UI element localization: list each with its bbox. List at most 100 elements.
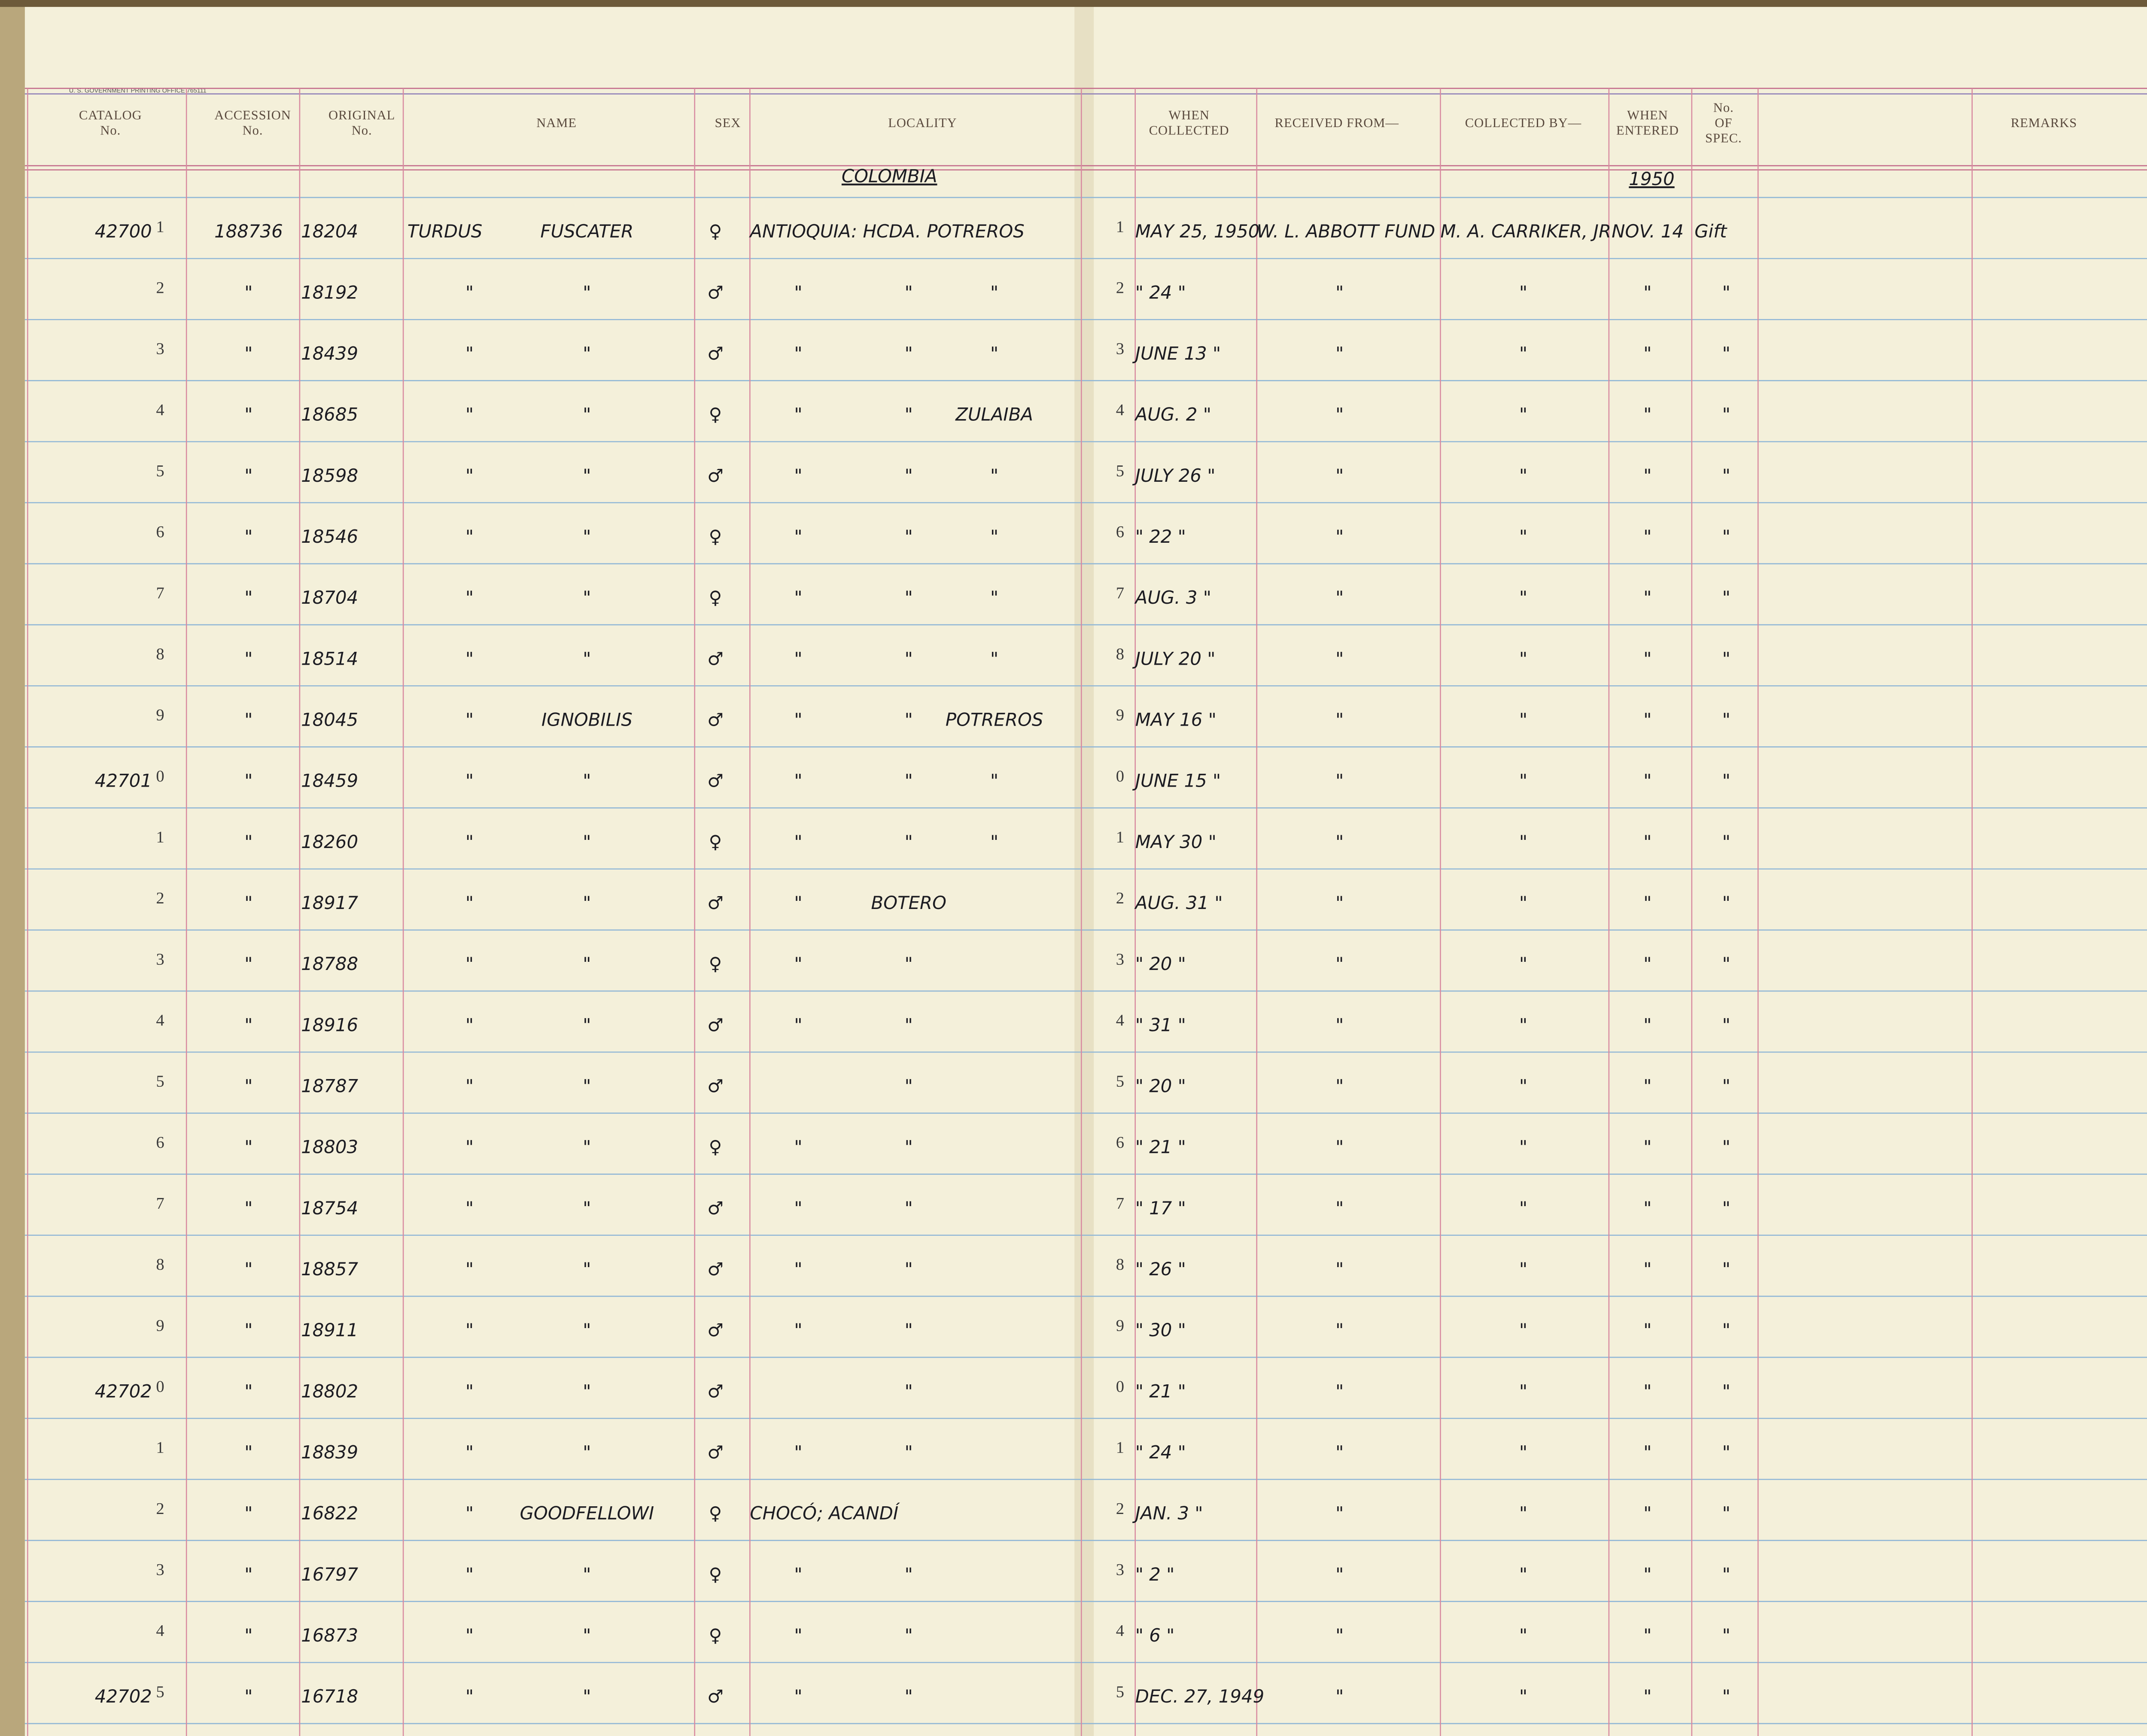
cell: 18754: [301, 1198, 358, 1219]
cell: ": [1643, 1259, 1651, 1280]
cell: ": [244, 770, 252, 791]
cell: 18204: [301, 221, 358, 242]
cell: ": [794, 953, 802, 974]
cell: ": [1519, 343, 1527, 364]
cell: ♂: [707, 892, 723, 913]
cell: ": [794, 1564, 802, 1585]
cell: 9: [1116, 1316, 1124, 1335]
cell: ": [1643, 587, 1651, 608]
cell: ": [244, 1625, 252, 1646]
cell: " 20 ": [1135, 953, 1186, 974]
ruling: [24, 88, 2147, 1736]
cell: ": [244, 1503, 252, 1524]
cell: ": [1722, 1198, 1730, 1219]
cell: ": [794, 1625, 802, 1646]
cell: ": [1335, 282, 1344, 303]
cell: ": [1722, 831, 1730, 852]
cell: ": [1335, 831, 1344, 852]
cell: ": [1643, 526, 1651, 547]
column-header: No.: [100, 123, 121, 138]
cell: 6: [156, 1134, 164, 1152]
cell: ": [1335, 770, 1344, 791]
cell: ": [244, 404, 252, 425]
cell: MAY 16 ": [1135, 709, 1216, 730]
cell: ": [1643, 404, 1651, 425]
cell: ": [1519, 1259, 1527, 1280]
cell: ": [583, 1014, 591, 1035]
cell: 18598: [301, 465, 358, 486]
cell: ": [583, 770, 591, 791]
cell: ": [794, 404, 802, 425]
cell: 18857: [301, 1259, 358, 1280]
cell: ": [905, 282, 913, 303]
cell: 188736: [214, 221, 283, 242]
cell: ": [1335, 1380, 1344, 1402]
cell: ": [1335, 1442, 1344, 1463]
cell: ": [583, 1076, 591, 1097]
cell: FUSCATER: [540, 221, 633, 242]
cell: JUNE 13 ": [1132, 343, 1221, 364]
cell: ": [905, 404, 913, 425]
cell: 4: [156, 1011, 164, 1029]
cell: ": [794, 1198, 802, 1219]
cell: 18839: [301, 1442, 358, 1463]
cell: ANTIOQUIA: HCDA. POTREROS: [748, 221, 1024, 242]
cell: " 21 ": [1135, 1137, 1186, 1158]
cell: ": [1519, 648, 1527, 669]
cell: ": [1643, 1198, 1651, 1219]
cell: 18788: [301, 953, 358, 974]
cell: ": [794, 648, 802, 669]
cell: 2: [156, 279, 164, 297]
cell: " 31 ": [1135, 1014, 1186, 1035]
cell: ": [1722, 465, 1730, 486]
printer-line: U. S. GOVERNMENT PRINTING OFFICE 765111: [69, 87, 207, 94]
cell: ": [1722, 892, 1730, 913]
cell: AUG. 2 ": [1134, 404, 1211, 425]
cell: ": [1519, 282, 1527, 303]
cell: ": [1722, 953, 1730, 974]
cell: ": [465, 953, 474, 974]
cell: 2: [1116, 889, 1124, 907]
column-header: ACCESSION: [214, 108, 291, 122]
cell: ": [583, 831, 591, 852]
cell: ": [583, 526, 591, 547]
cell: ": [465, 1259, 474, 1280]
cell: 0: [1116, 1377, 1124, 1395]
cell: ": [1722, 1259, 1730, 1280]
cell: ": [1722, 709, 1730, 730]
cell: ": [905, 1686, 913, 1707]
cell: ": [905, 465, 913, 486]
cell: ♀: [709, 831, 722, 852]
column-header: No.: [243, 123, 263, 138]
cell: 3: [1116, 950, 1124, 968]
cell: ": [465, 343, 474, 364]
cell: ": [244, 892, 252, 913]
cell: ": [244, 1137, 252, 1158]
cell: 7: [1116, 584, 1124, 602]
cell: ": [583, 1625, 591, 1646]
cell: ": [990, 831, 998, 852]
cell: ": [465, 465, 474, 486]
cell: 18802: [301, 1380, 358, 1402]
cell: 6: [156, 523, 164, 541]
cell: ": [1722, 1319, 1730, 1341]
cell: ": [583, 404, 591, 425]
cell: ": [1335, 709, 1344, 730]
cell: ": [583, 1259, 591, 1280]
cell: ": [465, 404, 474, 425]
cell: ": [583, 343, 591, 364]
cell: ": [465, 1014, 474, 1035]
cell: ": [1519, 1198, 1527, 1219]
cell: ": [990, 526, 998, 547]
cell: ": [1335, 1076, 1344, 1097]
cell: ": [465, 831, 474, 852]
cell: ": [583, 282, 591, 303]
cell: 42700: [95, 221, 152, 242]
cell: ": [905, 648, 913, 669]
cell: POTREROS: [946, 709, 1043, 730]
cell: ": [1643, 1014, 1651, 1035]
top-edge: [0, 0, 2147, 7]
column-header: ORIGINAL: [328, 108, 395, 122]
cell: ♂: [707, 1198, 723, 1219]
cell: ": [794, 526, 802, 547]
